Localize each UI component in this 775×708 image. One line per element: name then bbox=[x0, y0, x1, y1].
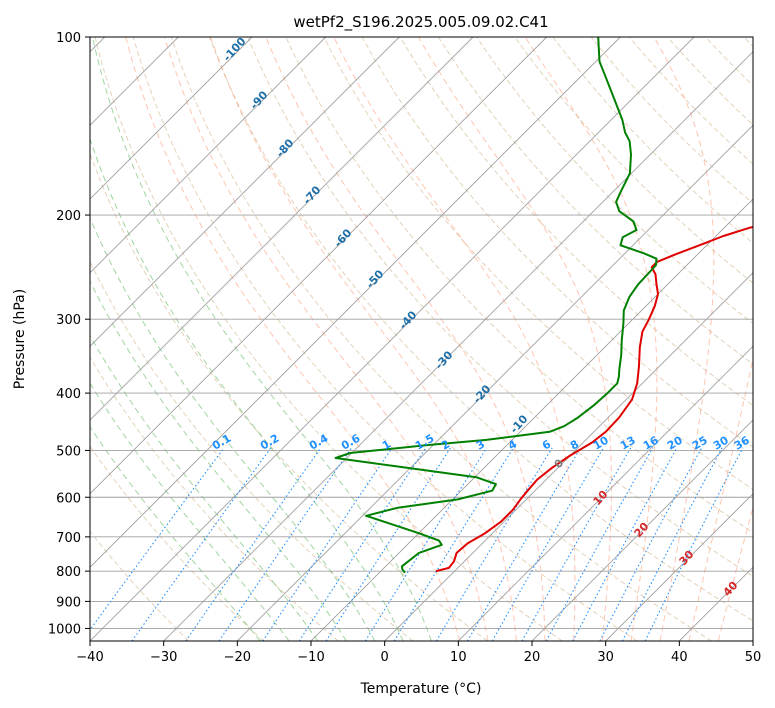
isotherm bbox=[90, 37, 474, 421]
isotherm bbox=[163, 51, 753, 641]
moist-adiabat bbox=[90, 334, 319, 641]
x-tick-label: −30 bbox=[150, 650, 177, 665]
mixing-ratio-line bbox=[325, 447, 452, 641]
isotherm bbox=[236, 124, 753, 641]
moist-adiabat bbox=[90, 280, 347, 641]
dry-adiabat bbox=[323, 37, 753, 491]
y-tick-label: 400 bbox=[56, 387, 81, 402]
chart-title: wetPf2_S196.2025.005.09.02.C41 bbox=[293, 13, 548, 32]
dry-adiabat bbox=[209, 37, 753, 622]
moist-adiabat bbox=[333, 37, 576, 641]
dry-adiabat bbox=[247, 37, 753, 577]
y-tick-label: 300 bbox=[56, 313, 81, 328]
y-tick-label: 800 bbox=[56, 565, 81, 580]
x-tick-label: 20 bbox=[524, 650, 541, 665]
x-tick-label: 0 bbox=[381, 650, 389, 665]
isotherm bbox=[90, 37, 253, 200]
moist-adiabat bbox=[717, 505, 753, 641]
isotherm bbox=[90, 37, 621, 568]
moist-adiabat bbox=[92, 37, 432, 641]
x-tick-label: 50 bbox=[745, 650, 762, 665]
mixing-ratio-line bbox=[262, 447, 393, 641]
isotherm bbox=[384, 272, 753, 641]
mixing-ratio-line bbox=[572, 447, 678, 641]
moist-adiabat bbox=[125, 37, 461, 641]
temperature-profile bbox=[435, 226, 753, 573]
background-lines bbox=[90, 37, 753, 641]
y-tick-label: 1000 bbox=[48, 622, 81, 637]
dry-adiabat bbox=[90, 530, 190, 641]
mixing-ratio-line bbox=[131, 447, 272, 641]
x-tick-label: −40 bbox=[76, 650, 103, 665]
isotherm bbox=[457, 345, 753, 641]
dry-adiabat bbox=[132, 37, 638, 641]
mixing-ratio-line bbox=[393, 447, 514, 641]
mixing-ratio-line bbox=[298, 447, 427, 641]
dry-adiabat bbox=[437, 37, 753, 365]
profiles bbox=[334, 37, 753, 574]
moist-adiabat bbox=[688, 356, 753, 641]
y-tick-label: 100 bbox=[56, 31, 81, 46]
dry-adiabat bbox=[94, 37, 563, 641]
dry-adiabat bbox=[90, 152, 488, 641]
x-tick-label: 40 bbox=[671, 650, 688, 665]
mixing-ratio-line bbox=[185, 447, 322, 641]
mixing-ratio-line bbox=[467, 447, 582, 641]
dry-adiabat bbox=[90, 445, 264, 641]
isotherm bbox=[605, 493, 753, 641]
x-tick-label: −20 bbox=[224, 650, 251, 665]
isotherm bbox=[90, 37, 327, 274]
moist-adiabat bbox=[90, 426, 261, 641]
isotherm bbox=[531, 419, 753, 641]
y-tick-label: 200 bbox=[56, 209, 81, 224]
moist-adiabat bbox=[417, 37, 612, 641]
dry-adiabat bbox=[399, 37, 753, 407]
mixing-ratio-line bbox=[621, 447, 723, 641]
x-tick-label: 10 bbox=[450, 650, 467, 665]
moist-adiabat bbox=[653, 37, 715, 641]
moist-adiabat bbox=[210, 37, 517, 641]
plot-frame bbox=[89, 36, 754, 642]
y-tick-label: 500 bbox=[56, 444, 81, 459]
moist-adiabat bbox=[524, 37, 658, 641]
moist-adiabat bbox=[90, 382, 290, 641]
isotherm bbox=[90, 37, 400, 347]
mixing-ratio-line bbox=[218, 447, 353, 641]
moist-adiabat bbox=[164, 37, 489, 641]
mixing-ratio-line bbox=[364, 447, 488, 641]
moist-adiabat bbox=[90, 216, 376, 641]
mixing-ratio-line bbox=[90, 447, 225, 631]
mixing-ratio-line bbox=[599, 447, 703, 641]
y-tick-label: 600 bbox=[56, 491, 81, 506]
isotherm bbox=[310, 198, 753, 641]
y-tick-label: 900 bbox=[56, 595, 81, 610]
dry-adiabat bbox=[170, 37, 712, 641]
moist-adiabat bbox=[265, 37, 546, 641]
y-tick-label: 700 bbox=[56, 531, 81, 546]
y-axis-label: Pressure (hPa) bbox=[12, 289, 28, 389]
dry-adiabat bbox=[90, 356, 339, 641]
isotherm bbox=[90, 37, 548, 495]
dewpoint-profile bbox=[334, 37, 658, 574]
isotherm bbox=[90, 37, 695, 641]
axis-ticks: −40 −30 −20 −10 0 10 20 30 40 50 100 200 300 400 500 60… bbox=[48, 31, 761, 665]
moist-adiabat bbox=[90, 137, 404, 641]
x-tick-label: 30 bbox=[597, 650, 614, 665]
dry-adiabat bbox=[514, 37, 753, 284]
x-axis-label: Temperature (°C) bbox=[360, 681, 482, 697]
x-tick-label: −10 bbox=[297, 650, 324, 665]
